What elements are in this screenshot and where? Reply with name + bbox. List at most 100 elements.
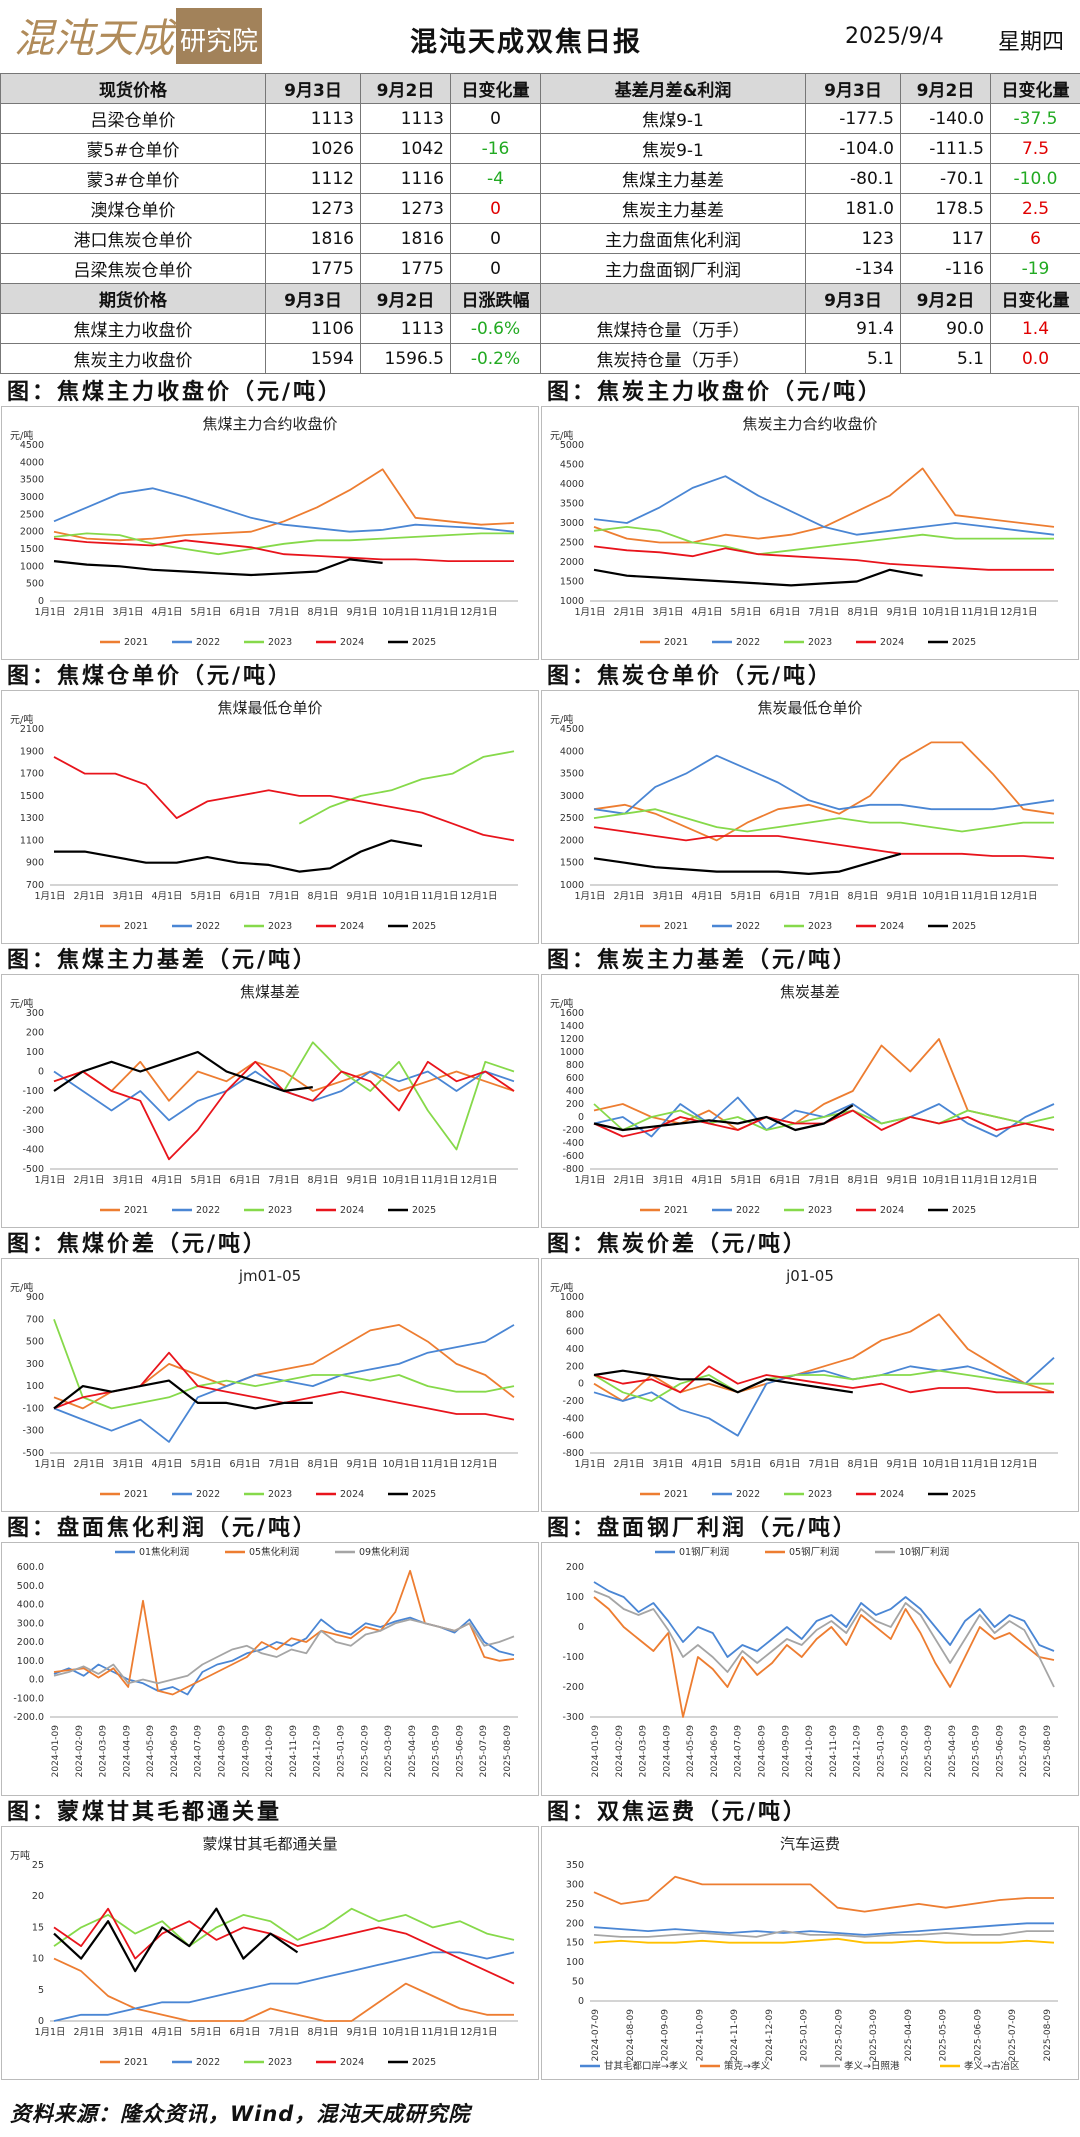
x-tick-label: 8月1日 [847, 1459, 878, 1470]
legend-label: 2024 [340, 2057, 364, 2068]
row-label: 焦煤主力收盘价 [0, 313, 266, 344]
legend-label: 2025 [412, 1489, 436, 1500]
change-cell: -37.5 [990, 103, 1080, 134]
series-line [53, 1050, 313, 1093]
y-unit-label: 元/吨 [550, 997, 573, 1010]
y-tick-label: 2500 [560, 813, 584, 824]
chart-panel: 图：盘面焦化利润（元/吨） -200.0 -100.0 0.0 100.0 200.0 30… [1, 1510, 539, 1796]
x-tick-label: 2024-11-09 [730, 2009, 740, 2062]
y-tick-label: 2500 [20, 509, 44, 520]
table-header-cell: 基差月差&利润 [540, 73, 806, 104]
y-tick-label: 4000 [560, 479, 584, 490]
x-tick-label: 3月1日 [652, 1175, 683, 1186]
legend-label: 2024 [340, 637, 364, 648]
x-tick-label: 2024-12-09 [313, 1725, 323, 1778]
series-line [593, 475, 1055, 536]
series-line [593, 1369, 1054, 1402]
series-line [593, 1922, 1054, 1936]
x-tick-label: 4月1日 [691, 1459, 722, 1470]
series-line [53, 756, 515, 842]
series-line [53, 1907, 515, 1947]
x-tick-label: 9月1日 [346, 607, 377, 618]
y-unit-label: 元/吨 [10, 1281, 33, 1294]
series-line [593, 1313, 1055, 1402]
chart-title: 汽车运费 [780, 1835, 840, 1853]
y-tick-label: 100 [26, 1047, 44, 1058]
legend-label: 策克→孝义 [724, 2060, 770, 2072]
y-unit-label: 万吨 [10, 1849, 30, 1862]
x-tick-label: 5月1日 [190, 607, 221, 618]
x-tick-label: 2月1日 [73, 607, 104, 618]
x-tick-label: 11月1日 [421, 891, 458, 902]
change-cell: 0.0 [990, 343, 1080, 374]
change-cell: 0 [450, 253, 541, 284]
y-tick-label: 3500 [20, 475, 44, 486]
x-tick-label: 10月1日 [382, 891, 419, 902]
y-tick-label: 15 [32, 1922, 44, 1933]
series-line [593, 1581, 1055, 1658]
x-tick-label: 1月1日 [34, 1459, 65, 1470]
row-label: 焦炭持仓量（万手） [540, 343, 806, 374]
x-tick-label: 4月1日 [151, 1175, 182, 1186]
legend-label: 2023 [268, 921, 292, 932]
x-tick-label: 2月1日 [613, 1175, 644, 1186]
legend-label: 2021 [124, 2057, 148, 2068]
x-tick-label: 8月1日 [307, 891, 338, 902]
x-tick-label: 2025-01-09 [876, 1725, 886, 1778]
legend-label: 甘其毛都口岸→孝义 [604, 2060, 688, 2072]
value-cell: 1113 [265, 103, 361, 134]
y-tick-label: -400 [562, 1413, 584, 1424]
y-tick-label: -400 [22, 1145, 44, 1156]
y-tick-label: -100 [22, 1403, 44, 1414]
x-tick-label: 1月1日 [34, 607, 65, 618]
x-tick-label: 2024-07-09 [591, 2009, 601, 2062]
legend-label: 2024 [880, 1205, 904, 1216]
x-tick-label: 1月1日 [574, 1175, 605, 1186]
legend-label: 2021 [664, 921, 688, 932]
series-line [593, 1369, 853, 1394]
change-cell: 6 [990, 223, 1080, 254]
chart-panel: 图：蒙煤甘其毛都通关量 蒙煤甘其毛都通关量 万吨 0 5 10 15 20 25 1月1日 2月1日… [1, 1794, 539, 2080]
change-cell: -19 [990, 253, 1080, 284]
value-cell: 1042 [360, 133, 451, 164]
y-unit-label: 元/吨 [550, 429, 573, 442]
y-tick-label: 100 [566, 1957, 584, 1968]
x-tick-label: 5月1日 [190, 1175, 221, 1186]
series-line [593, 568, 923, 587]
y-tick-label: 3500 [560, 499, 584, 510]
y-unit-label: 元/吨 [550, 713, 573, 726]
chart-panel: 图：盘面钢厂利润（元/吨） -300 -200 -100 0 100 200 2024-01-… [541, 1510, 1079, 1796]
legend-label: 2022 [196, 2057, 220, 2068]
panel-title: 图：焦煤主力收盘价（元/吨） [7, 380, 344, 405]
x-tick-label: 6月1日 [229, 1459, 260, 1470]
x-tick-label: 10月1日 [382, 1175, 419, 1186]
value-cell: 1116 [360, 163, 451, 194]
y-tick-label: 700 [26, 880, 44, 891]
table-header-cell: 9月3日 [265, 73, 361, 104]
report-title: 混沌天成双焦日报 [410, 27, 642, 58]
y-tick-label: 300 [566, 1879, 584, 1890]
panel-title: 图：焦煤仓单价（元/吨） [7, 664, 294, 689]
series-line [53, 537, 514, 562]
x-tick-label: 2025-07-09 [1008, 2009, 1018, 2062]
change-cell: -4 [450, 163, 541, 194]
value-cell: 1113 [360, 313, 451, 344]
legend-label: 2023 [808, 637, 832, 648]
x-tick-label: 2025-08-09 [1043, 2009, 1053, 2062]
panel-title: 图：盘面钢厂利润（元/吨） [547, 1516, 859, 1541]
x-tick-label: 2月1日 [613, 891, 644, 902]
y-tick-label: 3000 [560, 791, 584, 802]
value-cell: -177.5 [805, 103, 901, 134]
table-header-cell: 9月2日 [900, 73, 991, 104]
chart-panel: 图：焦炭主力收盘价（元/吨） 焦炭主力合约收盘价 元/吨 1000 1500 2000 25… [541, 374, 1079, 660]
series-line [593, 1365, 1054, 1394]
change-cell: 7.5 [990, 133, 1080, 164]
chart-panel: 图：焦煤价差（元/吨） jm01-05 元/吨 -500 -300 -100 100 300 5… [1, 1226, 539, 1512]
x-tick-label: 8月1日 [307, 2027, 338, 2038]
x-tick-label: 3月1日 [652, 1459, 683, 1470]
series-line [53, 1957, 514, 2022]
y-unit-label: 元/吨 [550, 1281, 573, 1294]
change-cell: -10.0 [990, 163, 1080, 194]
chart-title: 焦炭主力合约收盘价 [742, 415, 877, 433]
table-row: 吕梁仓单价 1113 1113 0 焦煤9-1 -177.5 -140.0 -37.5 [0, 103, 1080, 134]
